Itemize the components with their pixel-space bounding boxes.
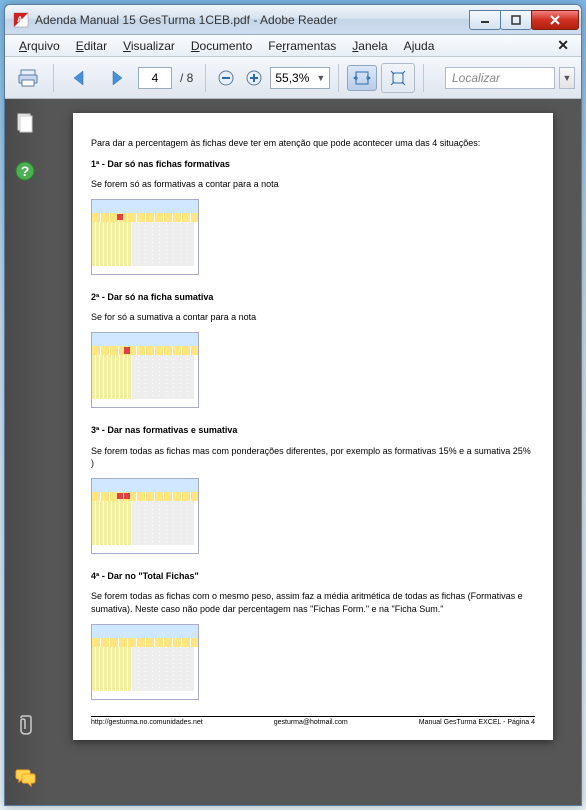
find-placeholder: Localizar — [452, 71, 500, 85]
print-button[interactable] — [11, 63, 45, 93]
section-3-sub: Se forem todas as fichas mas com pondera… — [91, 445, 535, 470]
screenshot-thumb-2 — [91, 332, 199, 408]
help-icon[interactable]: ? — [13, 159, 37, 183]
minimize-button[interactable] — [469, 10, 501, 30]
zoom-level-select[interactable]: 55,3% ▼ — [270, 67, 330, 89]
comments-icon[interactable] — [13, 767, 37, 791]
fit-page-button[interactable] — [381, 63, 415, 93]
attachments-icon[interactable] — [13, 713, 37, 737]
app-window: A Adenda Manual 15 GesTurma 1CEB.pdf - A… — [4, 4, 582, 806]
pdf-page: Para dar a percentagem às fichas deve te… — [73, 113, 553, 740]
section-1-sub: Se forem só as formativas a contar para … — [91, 178, 535, 191]
page-footer: http://gesturma.no.comunidades.net gestu… — [91, 716, 535, 726]
toolbar-sep — [423, 64, 424, 92]
next-page-button[interactable] — [100, 63, 134, 93]
pages-panel-icon[interactable] — [13, 111, 37, 135]
find-input[interactable]: Localizar — [445, 67, 555, 89]
svg-text:?: ? — [21, 163, 30, 179]
page-number-input[interactable] — [138, 67, 172, 89]
screenshot-thumb-4 — [91, 624, 199, 700]
window-controls — [470, 10, 579, 30]
document-viewport[interactable]: Para dar a percentagem às fichas deve te… — [45, 99, 581, 805]
menu-documento[interactable]: Documento — [183, 37, 260, 55]
footer-left: http://gesturma.no.comunidades.net — [91, 719, 203, 726]
toolbar-sep — [205, 64, 206, 92]
menu-visualizar[interactable]: Visualizar — [115, 37, 183, 55]
menu-doc-close-icon[interactable]: ✕ — [551, 37, 575, 54]
zoom-out-button[interactable] — [214, 63, 238, 93]
content-area: ? Para dar a percentagem às fichas deve … — [5, 99, 581, 805]
fit-width-button[interactable] — [347, 65, 377, 91]
svg-text:A: A — [17, 15, 23, 24]
page-total-label: / 8 — [176, 71, 197, 85]
menu-editar[interactable]: Editar — [68, 37, 115, 55]
menu-ajuda[interactable]: Ajuda — [396, 37, 443, 55]
find-dropdown-button[interactable]: ▼ — [559, 67, 575, 89]
footer-right: Manual GesTurma EXCEL - Página 4 — [419, 719, 535, 726]
toolbar-sep — [338, 64, 339, 92]
menu-ferramentas[interactable]: Ferramentas — [260, 37, 344, 55]
section-2-title: 2ª - Dar só na ficha sumativa — [91, 291, 535, 304]
prev-page-button[interactable] — [62, 63, 96, 93]
nav-sidebar: ? — [5, 99, 45, 805]
titlebar: A Adenda Manual 15 GesTurma 1CEB.pdf - A… — [5, 5, 581, 35]
menu-arquivo[interactable]: Arquivo — [11, 37, 68, 55]
zoom-in-button[interactable] — [242, 63, 266, 93]
section-1-title: 1ª - Dar só nas fichas formativas — [91, 158, 535, 171]
section-2-sub: Se for só a sumativa a contar para a not… — [91, 311, 535, 324]
menubar: Arquivo Editar Visualizar Documento Ferr… — [5, 35, 581, 57]
toolbar-sep — [53, 64, 54, 92]
toolbar: / 8 55,3% ▼ Localizar ▼ — [5, 57, 581, 99]
chevron-down-icon: ▼ — [316, 73, 325, 83]
zoom-value: 55,3% — [275, 71, 309, 85]
section-3-title: 3ª - Dar nas formativas e sumativa — [91, 424, 535, 437]
close-button[interactable] — [531, 10, 579, 30]
screenshot-thumb-3 — [91, 478, 199, 554]
screenshot-thumb-1 — [91, 199, 199, 275]
window-title: Adenda Manual 15 GesTurma 1CEB.pdf - Ado… — [35, 13, 470, 27]
footer-mid: gesturma@hotmail.com — [274, 719, 348, 726]
section-4-sub: Se forem todas as fichas com o mesmo pes… — [91, 590, 535, 615]
menu-janela[interactable]: Janela — [344, 37, 395, 55]
doc-intro: Para dar a percentagem às fichas deve te… — [91, 137, 535, 150]
section-4-title: 4ª - Dar no "Total Fichas" — [91, 570, 535, 583]
app-icon: A — [13, 12, 29, 28]
maximize-button[interactable] — [500, 10, 532, 30]
